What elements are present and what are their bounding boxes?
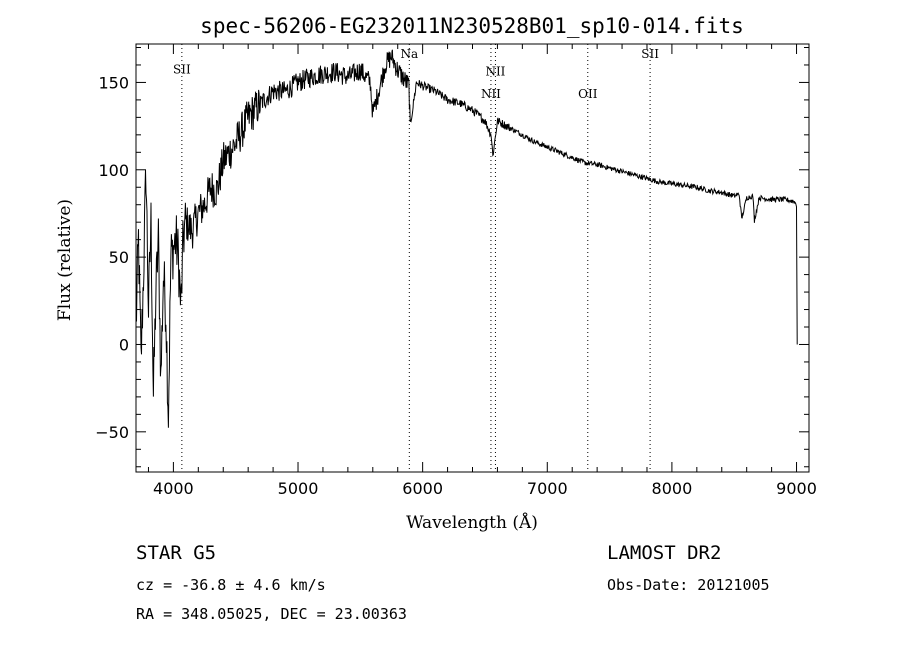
y-tick-label: −50 <box>95 423 129 442</box>
emission-line-label: Na <box>400 47 418 61</box>
y-tick-label: 150 <box>98 73 129 92</box>
x-tick-label: 5000 <box>278 479 319 498</box>
emission-line-label: NII <box>485 64 505 78</box>
x-axis-label: Wavelength (Å) <box>406 512 538 533</box>
y-tick-label: 0 <box>119 335 129 354</box>
emission-lines: SII Na NII NII OII SII <box>173 44 659 472</box>
chart-title: spec-56206-EG232011N230528B01_sp10-014.f… <box>200 14 744 38</box>
emission-line-label: SII <box>641 47 659 61</box>
emission-line-label: NII <box>481 87 501 101</box>
flux-series-line <box>135 49 798 428</box>
x-tick-label: 7000 <box>527 479 568 498</box>
x-tick-label: 8000 <box>652 479 693 498</box>
coordinates: RA = 348.05025, DEC = 23.00363 <box>136 605 407 623</box>
x-tick-label: 4000 <box>153 479 194 498</box>
object-class: STAR G5 <box>136 542 217 564</box>
survey-name: LAMOST DR2 <box>607 542 722 564</box>
observation-date: Obs-Date: 20121005 <box>607 576 770 594</box>
emission-line-label: SII <box>173 63 191 77</box>
redshift-velocity: cz = -36.8 ± 4.6 km/s <box>136 576 326 594</box>
y-tick-label: 50 <box>109 248 129 267</box>
x-tick-label: 6000 <box>402 479 443 498</box>
emission-line-label: OII <box>578 87 598 101</box>
axes: 4000 5000 6000 7000 8000 9000 −50 0 50 100 150 <box>95 43 817 498</box>
y-axis-label: Flux (relative) <box>55 199 75 321</box>
y-tick-label: 100 <box>98 161 129 180</box>
x-tick-label: 9000 <box>776 479 817 498</box>
